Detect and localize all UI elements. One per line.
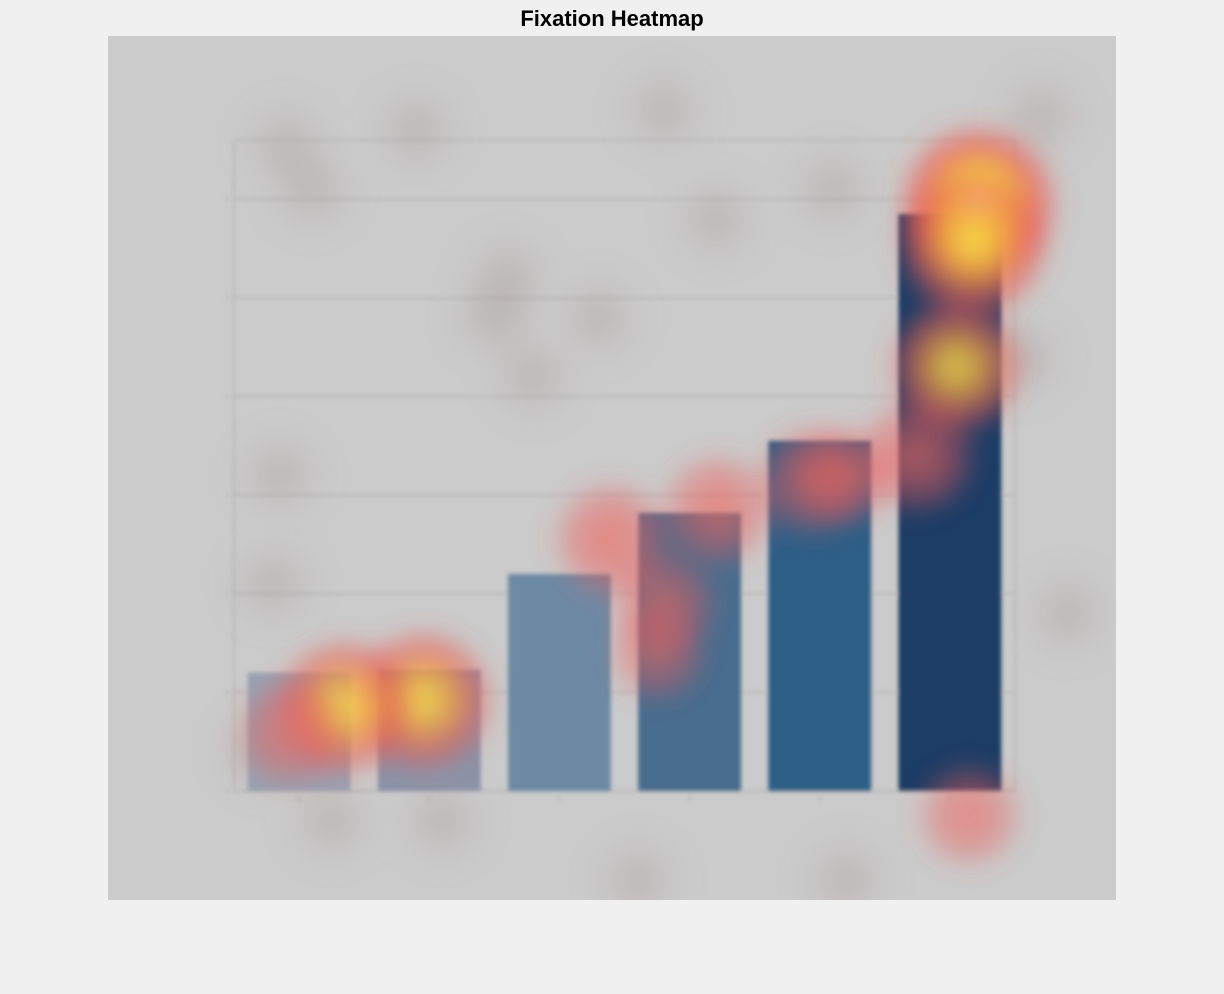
faint-fixation — [1019, 565, 1116, 662]
faint-fixation — [485, 328, 582, 425]
fixation-blob — [892, 163, 1054, 325]
faint-fixation — [368, 82, 465, 179]
fixation-heatmap-chart — [108, 36, 1116, 900]
chart-title: Fixation Heatmap — [520, 6, 704, 31]
faint-fixation — [667, 170, 764, 267]
faint-fixation — [589, 831, 686, 900]
bar-3 — [508, 574, 611, 791]
fixation-blob — [790, 419, 902, 532]
faint-fixations — [212, 62, 1116, 900]
faint-fixation — [615, 62, 712, 159]
faint-fixation — [394, 772, 491, 869]
faint-fixation — [225, 535, 322, 632]
fixation-blob — [603, 599, 711, 707]
fixation-blob — [911, 757, 1028, 874]
faint-fixation — [283, 772, 380, 869]
faint-fixation — [264, 141, 361, 238]
heat-overlay — [232, 119, 1064, 874]
heatmap-stimulus — [108, 36, 1116, 900]
faint-fixation — [550, 269, 647, 366]
faint-fixation — [784, 141, 881, 238]
faint-fixation — [797, 831, 894, 900]
faint-fixation — [231, 427, 328, 524]
fixation-blob — [232, 671, 353, 793]
fixation-blob — [655, 447, 781, 573]
